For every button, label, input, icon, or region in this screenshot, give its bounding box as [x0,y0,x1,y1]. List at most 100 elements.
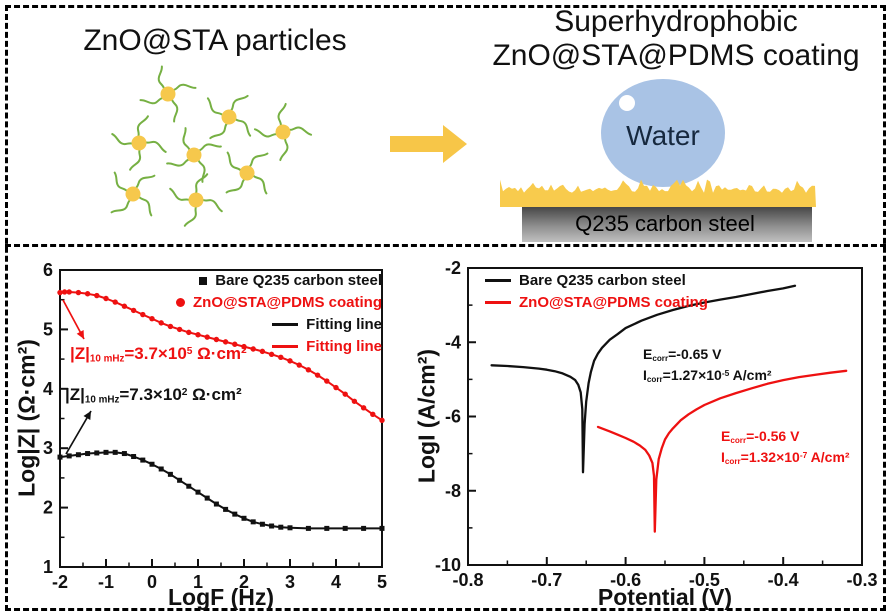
series-marker [241,343,247,350]
surfactant-tail [206,97,225,117]
series-marker [232,341,238,347]
surfactant-tail [253,128,279,138]
series-marker [204,334,210,340]
x-tick-label: -0.5 [689,570,720,590]
surfactant-tail [277,102,287,128]
series-marker [250,519,256,525]
series-line [59,451,383,530]
particle-core [125,186,141,202]
series-marker [250,346,256,352]
droplet-highlight [619,95,635,111]
series-marker [61,289,68,295]
series-marker [57,454,63,460]
panel-divider-dashed-line [5,244,886,247]
particle [253,102,313,162]
legend-item: Bare Q235 carbon steel [485,272,686,289]
series-marker [112,299,118,305]
surfactant-tail [229,94,249,113]
surfactant-tail [287,126,313,136]
legend: Bare Q235 carbon steel ZnO@STA@PDMS coati… [485,272,708,311]
surfactant-tail [169,187,192,202]
x-axis-title: Potential (V) [597,584,733,610]
series-marker [195,489,201,495]
series-marker [167,471,173,477]
series-marker [259,348,266,355]
series-marker [84,291,91,297]
legend-item: Fitting line [272,338,382,355]
x-tick-label: 5 [377,572,387,592]
surfactant-tail [166,158,191,167]
series-line [596,369,848,533]
series-marker [103,295,109,302]
series-marker [259,521,265,527]
particle [139,65,197,123]
x-tick-label: -0.4 [768,570,799,590]
series-marker [351,398,358,404]
x-tick-label: 1 [193,572,203,592]
series-marker [121,303,128,309]
series-marker [186,483,192,489]
schematic-illustration [110,65,816,242]
series-marker [222,339,229,345]
water-droplet-label: Water [626,120,700,151]
series-marker [287,358,293,364]
legend-label: Bare Q235 carbon steel [519,272,686,289]
y-tick-label: -2 [445,258,461,278]
series-marker [177,477,183,483]
series-marker [186,329,192,336]
surfactant-tail [225,177,247,194]
surfactant-tail [197,158,206,183]
series-marker [278,524,284,530]
y-tick-label: 1 [43,557,53,577]
series-marker [140,457,146,463]
series-marker [379,525,385,531]
particle-core [221,109,237,125]
surfactant-tail [134,174,156,190]
particle-core [186,147,202,163]
line-marker-icon [485,279,511,282]
series-marker [213,501,219,507]
annotation-arrowhead-icon [83,411,91,420]
surfactant-tail [226,151,243,173]
particle-core [239,165,255,181]
annotation: Ecorr=-0.65 V Icorr=1.27×10-5 A/cm² [643,344,772,386]
y-tick-label: -6 [445,407,461,427]
surfactant-tail [113,171,129,193]
surfactant-tail [170,97,179,123]
annotation: |Z|10 mHz=7.3×102 Ω·cm² [65,383,242,408]
series-marker [57,289,63,296]
annotation-arrow [65,410,92,455]
particle-core [275,124,291,140]
superhydrophobic-coating-layer [500,179,816,207]
x-tick-label: -0.7 [531,570,562,590]
series-marker [112,449,118,455]
surfactant-tail [111,133,135,146]
surfactant-tail [137,195,153,217]
annotation-line: Icorr=1.27×10-5 A/cm² [643,366,772,384]
y-tick-label: 2 [43,498,53,518]
annotation-line: Ecorr=-0.56 V [721,428,800,446]
series-marker [232,511,238,517]
particle [166,127,222,183]
surfactant-tail [247,152,269,169]
annotation-line: Icorr=1.32×10-7 A/cm² [721,448,850,466]
series-marker [66,289,72,295]
series-marker [305,525,311,531]
surfactant-tail [139,96,165,105]
legend-label: Fitting line [306,338,382,355]
legend-item: Fitting line [272,316,382,333]
surfactant-tail [279,136,289,162]
series-marker [213,336,220,343]
x-tick-label: -0.6 [610,570,641,590]
series-marker [287,525,293,531]
series-marker [370,411,376,418]
particle [206,94,252,140]
series-marker [204,495,210,501]
series-marker [149,461,155,467]
annotation-arrowhead-icon [76,330,84,339]
surfactant-tail [209,121,229,140]
surfactant-tail [251,173,268,195]
series-marker [94,292,100,299]
legend-label: Fitting line [306,316,382,333]
